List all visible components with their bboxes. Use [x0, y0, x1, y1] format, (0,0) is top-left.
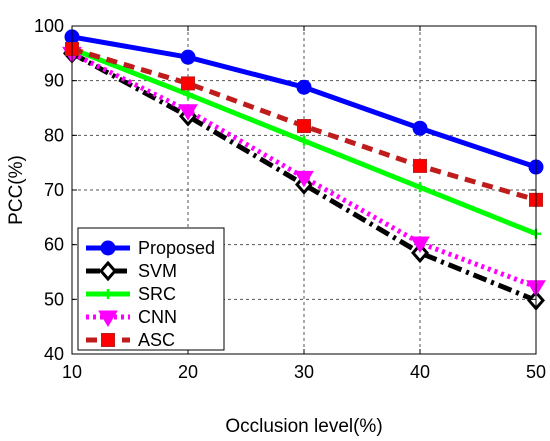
legend-marker-proposed — [100, 240, 116, 256]
data-point-cnn — [410, 236, 430, 253]
legend: Proposed SVM SRC CNN ASC — [77, 227, 225, 351]
legend-item-src: SRC — [86, 284, 176, 304]
legend-marker-svm — [99, 260, 117, 282]
data-point-proposed — [296, 79, 312, 95]
x-axis-label: Occlusion level(%) — [225, 416, 382, 437]
legend-marker-cnn — [98, 310, 118, 327]
legend-item-asc: ASC — [86, 330, 175, 350]
x-tick-label: 30 — [294, 362, 314, 382]
data-point-src — [299, 135, 309, 146]
data-point-src — [183, 89, 193, 100]
y-tick-label: 100 — [34, 16, 64, 36]
y-axis-label: PCC(%) — [6, 155, 27, 225]
x-tick-label: 50 — [526, 362, 546, 382]
series-line-svm — [70, 51, 537, 303]
data-point-proposed — [412, 120, 428, 136]
y-tick-label: 70 — [44, 180, 64, 200]
series-layer — [62, 29, 546, 311]
y-tick-label: 90 — [44, 71, 64, 91]
x-tick-label: 40 — [410, 362, 430, 382]
data-point-asc — [181, 76, 195, 91]
legend-item-svm: SVM — [86, 260, 177, 282]
x-tick-label: 20 — [178, 362, 198, 382]
axis-ticks: 10 20 30 40 50 40 50 60 70 80 90 100 — [34, 16, 546, 382]
y-tick-label: 80 — [44, 125, 64, 145]
y-tick-label: 50 — [44, 289, 64, 309]
legend-label-svm: SVM — [138, 261, 177, 281]
series-src — [67, 43, 541, 239]
data-point-proposed — [180, 49, 196, 65]
y-tick-label: 60 — [44, 235, 64, 255]
legend-marker-src — [103, 289, 113, 299]
series-line-cnn — [70, 51, 537, 290]
legend-marker-asc — [101, 333, 115, 347]
data-point-asc — [297, 119, 311, 134]
series-proposed — [64, 29, 544, 175]
legend-item-proposed: Proposed — [86, 238, 215, 258]
data-point-src — [415, 182, 425, 193]
legend-label-proposed: Proposed — [138, 238, 215, 258]
legend-label-asc: ASC — [138, 330, 175, 350]
x-tick-label: 10 — [62, 362, 82, 382]
data-point-cnn — [294, 170, 314, 188]
data-point-asc — [413, 158, 427, 173]
legend-item-cnn: CNN — [86, 307, 177, 327]
legend-label-src: SRC — [138, 284, 176, 304]
data-point-cnn — [178, 104, 198, 121]
y-tick-label: 40 — [44, 344, 64, 364]
legend-label-cnn: CNN — [138, 307, 177, 327]
